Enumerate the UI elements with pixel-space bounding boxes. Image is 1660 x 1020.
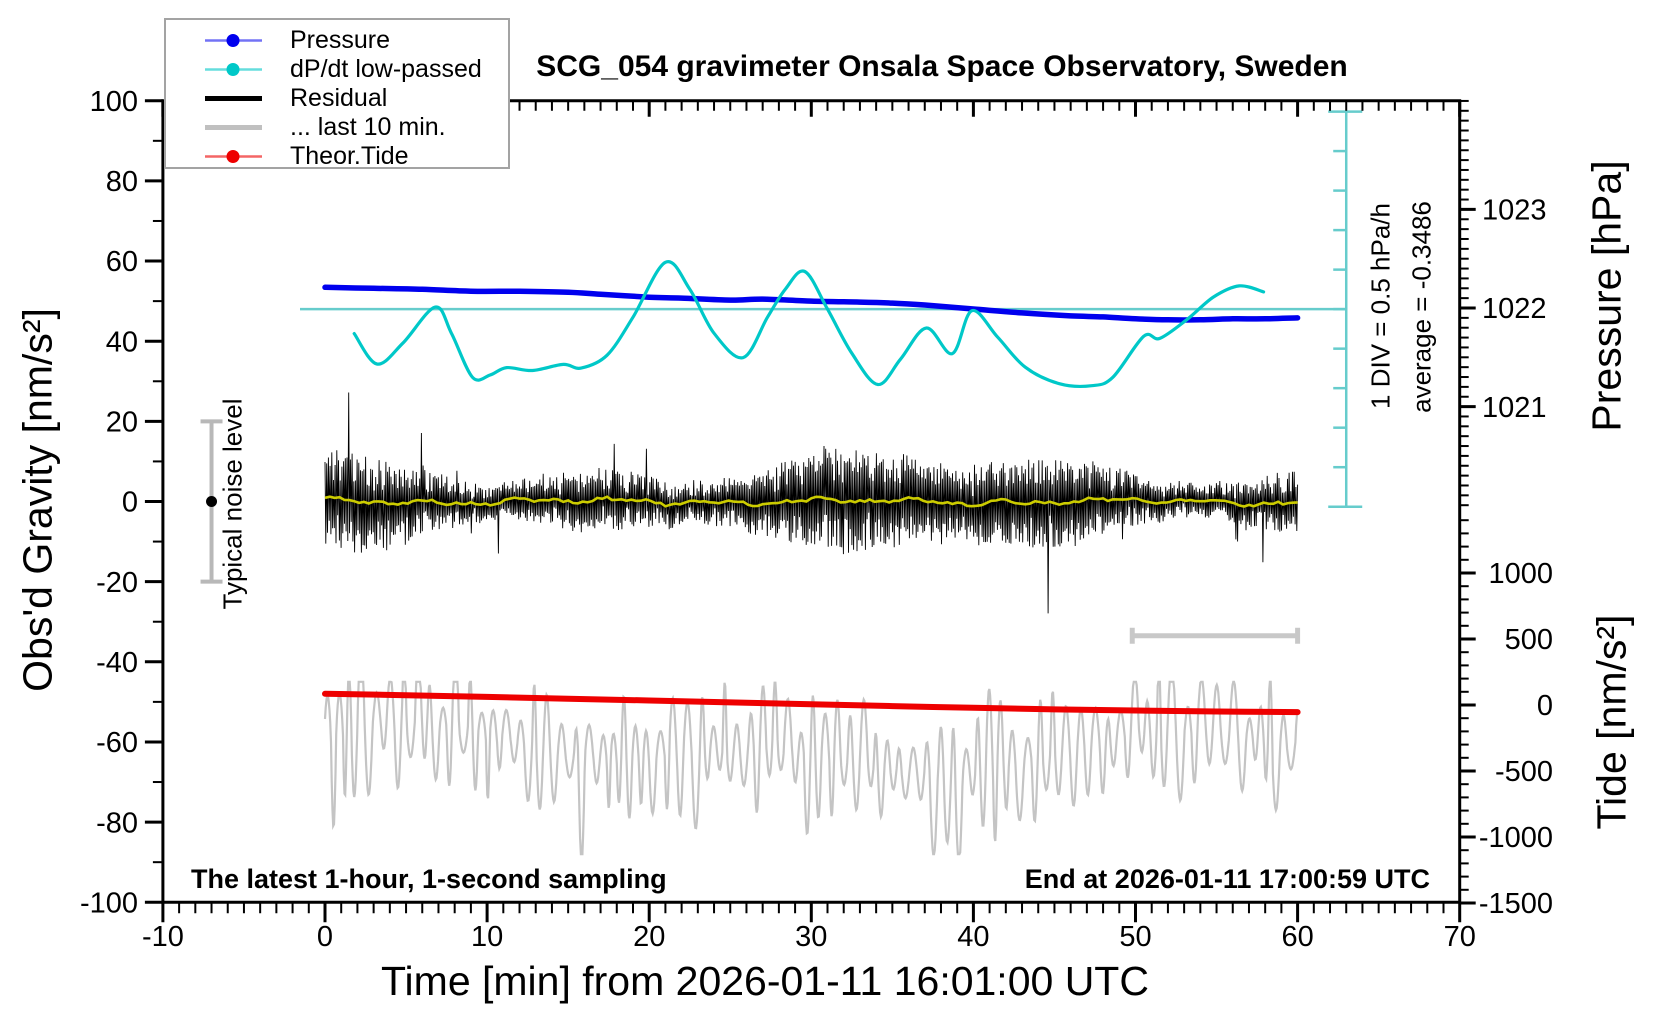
tide-tick-label: 500 [1505, 624, 1553, 656]
gravity-tick-label: -20 [96, 567, 138, 599]
gravity-tick-label: 40 [106, 326, 138, 358]
legend-item-label: Theor.Tide [290, 142, 409, 170]
scale-div-annotation: 1 DIV = 0.5 hPa/h [1365, 203, 1396, 409]
legend-item-label: dP/dt low-passed [290, 55, 482, 83]
tide-tick-label: -1000 [1479, 822, 1553, 854]
x-tick-label: 20 [633, 921, 665, 953]
legend-item-label: ... last 10 min. [290, 113, 446, 141]
gravity-tick-label: -100 [80, 887, 138, 919]
gravity-tick-label: 60 [106, 246, 138, 278]
tide-tick-label: -500 [1495, 756, 1553, 788]
pressure-tick-label: 1021 [1482, 392, 1547, 424]
legend-item: dP/dt low-passed [166, 55, 508, 84]
legend-item-label: Residual [290, 84, 388, 112]
tide-tick-label: -1500 [1479, 888, 1553, 920]
tide-axis-label: Tide [nm/s²] [1588, 614, 1635, 830]
dpdt-curve [352, 260, 1266, 388]
legend-item: Pressure [166, 26, 508, 55]
tide-tick-label: 0 [1537, 690, 1553, 722]
legend-marker-dot [226, 63, 240, 76]
legend-marker-dot [226, 150, 240, 163]
last-10-min-trace [323, 680, 1299, 856]
legend-item: Theor.Tide [166, 142, 508, 171]
gravity-tick-label: -60 [96, 727, 138, 759]
legend-item-label: Pressure [290, 26, 391, 54]
x-tick-label: 50 [1119, 921, 1151, 953]
chart-title: SCG_054 gravimeter Onsala Space Observat… [536, 50, 1348, 83]
legend: Pressure dP/dt low-passed Residual... last… [164, 18, 510, 171]
legend-sample-4 [205, 150, 262, 163]
noise-marker-dot [206, 496, 218, 507]
legend-sample-1 [205, 63, 262, 76]
x-tick-label: 0 [317, 921, 333, 953]
end-time-note: End at 2026-01-11 17:00:59 UTC [1024, 864, 1430, 894]
residual-lowpassed-trace [324, 495, 1298, 508]
gravity-tick-label: -80 [96, 807, 138, 839]
gravity-tick-label: 100 [90, 86, 138, 118]
scale-average-annotation: average = -0.3486 [1406, 201, 1437, 413]
left-y-axis-label: Obs'd Gravity [nm/s²] [14, 308, 61, 692]
pressure-axis-label: Pressure [hPa] [1583, 160, 1630, 432]
legend-marker-dot [226, 34, 240, 47]
tide-tick-label: 1000 [1488, 558, 1553, 590]
typical-noise-level-label: Typical noise level [217, 398, 248, 610]
legend-sample-2 [205, 96, 262, 101]
legend-item: ... last 10 min. [166, 113, 508, 142]
x-tick-label: 40 [957, 921, 989, 953]
legend-sample-0 [205, 34, 262, 47]
pressure-tick-label: 1022 [1482, 293, 1547, 325]
x-tick-label: 30 [795, 921, 827, 953]
x-axis-label: Time [min] from 2026-01-11 16:01:00 UTC [381, 958, 1149, 1004]
theor-tide-curve [322, 690, 1301, 716]
x-tick-label: 70 [1444, 921, 1476, 953]
x-tick-label: 60 [1281, 921, 1313, 953]
legend-item: Residual [166, 84, 508, 113]
legend-sample-3 [205, 125, 262, 130]
sampling-note: The latest 1-hour, 1-second sampling [191, 864, 667, 894]
gravity-tick-label: 0 [122, 487, 138, 519]
gravity-tick-label: 80 [106, 166, 138, 198]
gravity-tick-label: 20 [106, 407, 138, 439]
gravity-tick-label: -40 [96, 647, 138, 679]
pressure-tick-label: 1023 [1482, 195, 1547, 227]
x-tick-label: -10 [142, 921, 184, 953]
pressure-curve [322, 284, 1301, 323]
x-tick-label: 10 [471, 921, 503, 953]
